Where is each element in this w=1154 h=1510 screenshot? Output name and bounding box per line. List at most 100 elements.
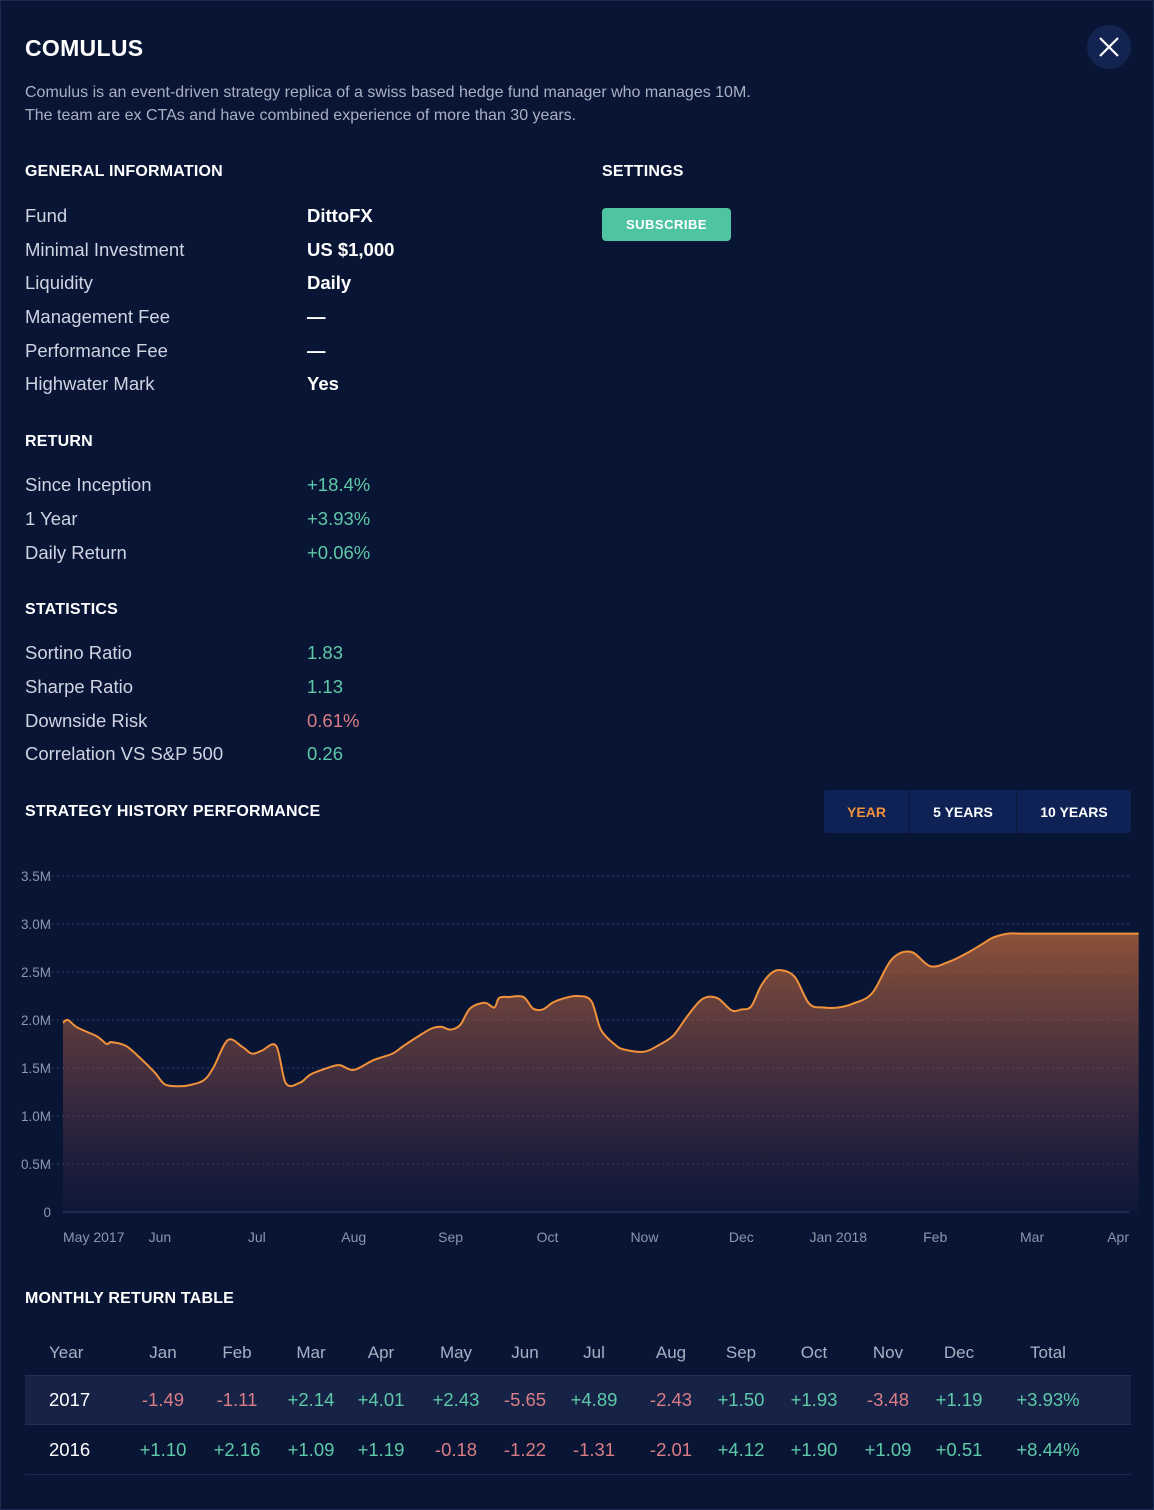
close-button[interactable] xyxy=(1087,25,1131,69)
month-cell: +4.01 xyxy=(357,1389,405,1410)
tab-year[interactable]: YEAR xyxy=(847,803,886,820)
x-tick-label: Apr xyxy=(1107,1229,1129,1245)
total-cell: +3.93% xyxy=(1016,1389,1080,1410)
min-investment-value: US $1,000 xyxy=(307,239,395,260)
fund-label: Fund xyxy=(25,205,68,226)
column-header: Aug xyxy=(655,1343,687,1362)
column-header: Apr xyxy=(367,1343,395,1362)
month-cell: -2.01 xyxy=(649,1438,693,1460)
fund-description: Comulus is an event-driven strategy repl… xyxy=(25,81,825,127)
month-cell: +4.89 xyxy=(570,1389,618,1410)
month-cell: +1.50 xyxy=(717,1389,765,1410)
month-cell: +2.43 xyxy=(432,1389,480,1410)
tab-5-years[interactable]: 5 YEARS xyxy=(909,790,1016,833)
correlation-value: 0.26 xyxy=(307,743,344,764)
liquidity-label: Liquidity xyxy=(25,272,93,293)
general-info-heading: GENERAL INFORMATION xyxy=(25,163,223,180)
sortino-ratio-label: Sortino Ratio xyxy=(25,642,132,663)
y-tick-label: 1.0M xyxy=(21,1109,51,1124)
history-heading: STRATEGY HISTORY PERFORMANCE xyxy=(25,803,321,820)
month-cell: +1.09 xyxy=(864,1438,912,1460)
downside-risk-label: Downside Risk xyxy=(25,710,148,731)
management-fee-label: Management Fee xyxy=(25,306,171,327)
fund-title: COMULUS xyxy=(25,35,144,61)
performance-chart: 0 0.5M 1.0M 1.5M 2.0M 2.5M 3.0M 3.5M May 2017 Jun… xyxy=(1,856,1154,1256)
year-cell: 2017 xyxy=(49,1389,91,1410)
min-investment-label: Minimal Investment xyxy=(25,239,185,260)
daily-return-label: Daily Return xyxy=(25,542,127,563)
month-cell: +1.93 xyxy=(790,1389,838,1410)
tab-10-years[interactable]: 10 YEARS xyxy=(1016,790,1131,833)
x-tick-label: Jun xyxy=(149,1229,172,1245)
month-cell: -1.22 xyxy=(503,1438,547,1460)
description-line: The team are ex CTAs and have combined e… xyxy=(25,107,577,124)
y-tick-label: 0.5M xyxy=(21,1157,51,1172)
range-tabs: YEAR 5 YEARS 10 YEARS xyxy=(824,790,1131,833)
x-tick-label: May 2017 xyxy=(63,1229,125,1245)
highwater-mark-value: Yes xyxy=(307,373,339,394)
total-cell: +8.44% xyxy=(1016,1438,1080,1460)
return-heading: RETURN xyxy=(25,433,93,450)
x-tick-label: Jul xyxy=(248,1229,266,1245)
column-header: Year xyxy=(49,1343,84,1362)
month-cell: +1.09 xyxy=(287,1438,335,1460)
x-tick-label: Dec xyxy=(729,1229,754,1245)
y-tick-label: 3.5M xyxy=(21,869,51,884)
column-header: May xyxy=(439,1343,473,1362)
column-header: Jul xyxy=(583,1343,605,1362)
management-fee-value: — xyxy=(307,306,326,327)
month-cell: -0.18 xyxy=(434,1438,478,1460)
column-header: Oct xyxy=(800,1343,828,1362)
month-cell: -2.43 xyxy=(649,1389,693,1410)
table-header-row: Year Jan Feb Mar Apr May Jun Jul Aug Sep Oct Nov Dec… xyxy=(25,1331,1131,1375)
table-row: 2017 -1.49 -1.11 +2.14 +4.01 +2.43 -5.65 +4.89 -… xyxy=(25,1375,1131,1425)
close-icon xyxy=(1099,37,1119,57)
performance-fee-label: Performance Fee xyxy=(25,340,168,361)
column-header: Sep xyxy=(725,1343,757,1362)
month-cell: -1.31 xyxy=(572,1438,616,1460)
month-cell: +2.14 xyxy=(287,1389,335,1410)
performance-fee-value: — xyxy=(307,340,326,361)
settings-heading: SETTINGS xyxy=(602,163,684,180)
y-tick-label: 1.5M xyxy=(21,1061,51,1076)
y-tick-label: 3.0M xyxy=(21,917,51,932)
sortino-ratio-value: 1.83 xyxy=(307,642,344,663)
highwater-mark-label: Highwater Mark xyxy=(25,373,155,394)
month-cell: -1.11 xyxy=(216,1389,258,1410)
month-cell: +1.19 xyxy=(357,1438,405,1460)
statistics-heading: STATISTICS xyxy=(25,601,118,618)
month-cell: -3.48 xyxy=(866,1389,910,1410)
month-cell: +1.90 xyxy=(790,1438,838,1460)
table-row: 2016 +1.10 +2.16 +1.09 +1.19 -0.18 -1.22 -1.31 -… xyxy=(25,1425,1131,1475)
x-tick-label: Sep xyxy=(438,1229,463,1245)
description-line: Comulus is an event-driven strategy repl… xyxy=(25,84,751,101)
x-tick-label: Feb xyxy=(923,1229,947,1245)
since-inception-label: Since Inception xyxy=(25,474,152,495)
month-cell: -1.49 xyxy=(141,1389,185,1410)
x-tick-label: Aug xyxy=(341,1229,366,1245)
series-area xyxy=(63,933,1139,1212)
year-cell: 2016 xyxy=(49,1438,91,1460)
correlation-label: Correlation VS S&P 500 xyxy=(25,743,224,764)
column-header: Jan xyxy=(149,1343,177,1362)
monthly-heading: MONTHLY RETURN TABLE xyxy=(25,1290,235,1307)
month-cell: +1.19 xyxy=(935,1389,983,1410)
column-header: Nov xyxy=(872,1343,904,1362)
y-tick-label: 0 xyxy=(43,1205,51,1220)
performance-chart-svg: 0 0.5M 1.0M 1.5M 2.0M 2.5M 3.0M 3.5M May 2017 Jun… xyxy=(21,869,1139,1245)
x-tick-label: Mar xyxy=(1020,1229,1044,1245)
month-cell: +2.16 xyxy=(213,1438,261,1460)
subscribe-button[interactable]: SUBSCRIBE xyxy=(602,208,731,241)
liquidity-value: Daily xyxy=(307,272,352,293)
sharpe-ratio-label: Sharpe Ratio xyxy=(25,676,133,697)
month-cell: -5.65 xyxy=(503,1389,547,1410)
y-tick-label: 2.5M xyxy=(21,965,51,980)
downside-risk-value: 0.61% xyxy=(307,710,360,731)
column-header: Dec xyxy=(943,1343,975,1362)
monthly-return-table: Year Jan Feb Mar Apr May Jun Jul Aug Sep Oct Nov Dec… xyxy=(25,1331,1131,1475)
daily-return-value: +0.06% xyxy=(307,542,371,563)
y-tick-label: 2.0M xyxy=(21,1013,51,1028)
since-inception-value: +18.4% xyxy=(307,474,371,495)
one-year-value: +3.93% xyxy=(307,508,371,529)
